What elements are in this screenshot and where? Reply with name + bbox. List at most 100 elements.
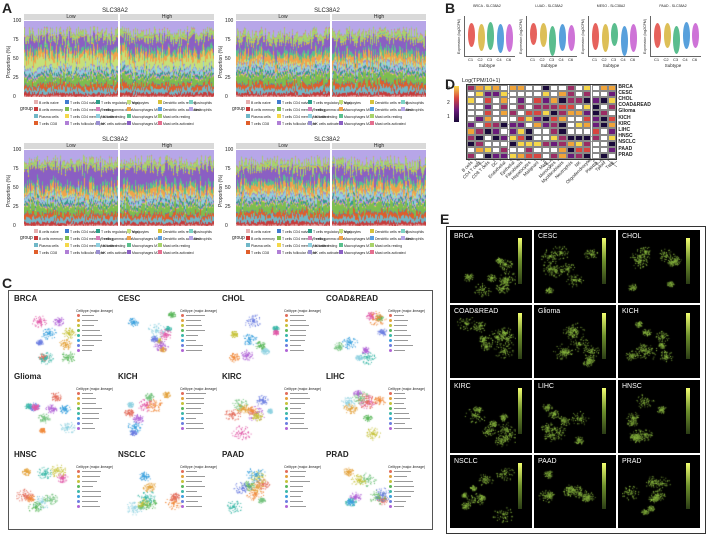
heatmap-cell	[508, 122, 517, 129]
heatmap-cell	[483, 85, 492, 92]
umap-legend-dot	[389, 314, 392, 317]
heatmap-cell	[508, 140, 517, 147]
umap-legend-line	[82, 403, 97, 404]
legend-swatch	[158, 243, 162, 247]
umap-legend: Celltype (major-lineage)	[76, 464, 114, 514]
heatmap-cell	[550, 153, 559, 160]
legend-swatch	[370, 107, 374, 111]
y-tick: 50	[225, 56, 231, 62]
legend-item: T cells follicular helper	[277, 121, 317, 127]
legend-swatch	[308, 114, 312, 118]
legend-swatch	[65, 236, 69, 240]
heatmap-cell	[558, 122, 567, 129]
x-tick: C3	[611, 57, 617, 62]
heatmap-cell	[483, 153, 492, 160]
legend-swatch	[370, 121, 374, 125]
legend-swatch	[339, 100, 343, 104]
umap-legend-dot	[389, 339, 392, 342]
umap-legend-dot	[181, 334, 184, 337]
legend-label: Mast cells activated	[375, 122, 406, 126]
legend-label: Plasma cells	[39, 115, 59, 119]
legend-title: group	[20, 106, 33, 112]
heatmap-cell	[516, 128, 526, 135]
umap-legend-dot	[77, 314, 80, 317]
umap-legend: Celltype (major-lineage)	[180, 386, 218, 436]
violin-header: LUAD - SLC38A2	[535, 4, 563, 8]
y-axis-label: Proportion (%)	[218, 45, 224, 78]
expr-umap-paad: PAAD	[534, 455, 616, 528]
legend-swatch	[246, 107, 250, 111]
umap-scatter	[16, 462, 78, 522]
violin-C1	[654, 23, 661, 49]
heatmap-cell	[574, 153, 584, 160]
legend-item: NK cells resting	[96, 243, 125, 249]
umap-legend-title: Celltype (major-lineage)	[180, 387, 218, 391]
panel-label-c: C	[2, 275, 13, 291]
legend-swatch	[277, 114, 281, 118]
violin-C1	[592, 23, 599, 51]
umap-legend: Celltype (major-lineage)	[180, 464, 218, 514]
violin-C4	[682, 22, 690, 50]
legend-item: T cells regulatory (Tregs)	[308, 100, 352, 106]
heatmap-cell	[491, 153, 501, 160]
heatmap-row-label: CHOL	[618, 95, 633, 102]
legend-swatch	[189, 236, 193, 240]
x-tick: C4	[496, 57, 502, 62]
legend-item: NK cells activated	[96, 250, 129, 256]
heatmap-cell	[500, 91, 509, 98]
umap-scatter	[224, 306, 286, 366]
heatmap-cell	[508, 109, 517, 116]
legend-label: B cells memory	[39, 108, 63, 112]
legend-swatch	[96, 121, 100, 125]
umap-legend-dot	[389, 392, 392, 395]
umap-legend-dot	[285, 397, 288, 400]
legend-label: T cells CD4 memory activated	[70, 115, 117, 119]
umap-legend-line	[186, 330, 206, 331]
heatmap-cell	[599, 97, 609, 104]
umap-title: Glioma	[14, 372, 42, 381]
heatmap-cell	[558, 128, 567, 135]
legend-label: NK cells activated	[101, 251, 129, 255]
expr-scatter	[454, 242, 516, 300]
legend-swatch	[277, 100, 281, 104]
legend-item: Neutrophils	[189, 107, 212, 113]
umap-legend-dot	[285, 329, 288, 332]
umap-scatter	[120, 384, 182, 444]
umap-title: CESC	[118, 294, 141, 303]
heatmap-cell	[591, 116, 600, 123]
umap-brca: BRCA Celltype (major-lineage)	[12, 294, 114, 370]
violin-axes	[588, 16, 639, 57]
heatmap-cell	[467, 140, 476, 147]
violin-C2	[539, 22, 547, 47]
legend-item: T cells CD4 memory activated	[65, 243, 117, 249]
umap-nsclc: NSCLC Celltype (major-lineage)	[116, 450, 218, 526]
expr-colorbar	[518, 463, 522, 509]
heatmap-cell	[516, 122, 526, 129]
legend-item: T cells CD4 naive	[65, 229, 97, 235]
legend-swatch	[127, 100, 131, 104]
legend-label: Macrophages M1	[132, 115, 160, 119]
umap-scatter	[224, 384, 286, 444]
umap-legend-dot	[389, 344, 392, 347]
facet-high: High	[120, 143, 214, 149]
umap-legend-line	[394, 350, 406, 351]
legend-swatch	[308, 121, 312, 125]
heatmap-cell	[500, 134, 509, 141]
legend-swatch	[246, 243, 250, 247]
heatmap-cell	[483, 128, 492, 135]
legend-swatch	[65, 114, 69, 118]
umap-legend-line	[82, 418, 100, 419]
umap-legend-line	[82, 340, 102, 341]
umap-legend-dot	[77, 329, 80, 332]
umap-legend-dot	[389, 319, 392, 322]
legend-swatch	[308, 236, 312, 240]
heatmap-cell	[583, 140, 592, 147]
legend-item: Macrophages M0	[339, 236, 371, 242]
umap-legend-dot	[389, 407, 392, 410]
expr-umap-nsclc: NSCLC	[450, 455, 532, 528]
heatmap-cell	[541, 103, 550, 110]
expr-colorbar	[518, 238, 522, 284]
y-axis-label: Expression (log2CPM)	[643, 18, 647, 54]
umap-legend-line	[290, 491, 303, 492]
